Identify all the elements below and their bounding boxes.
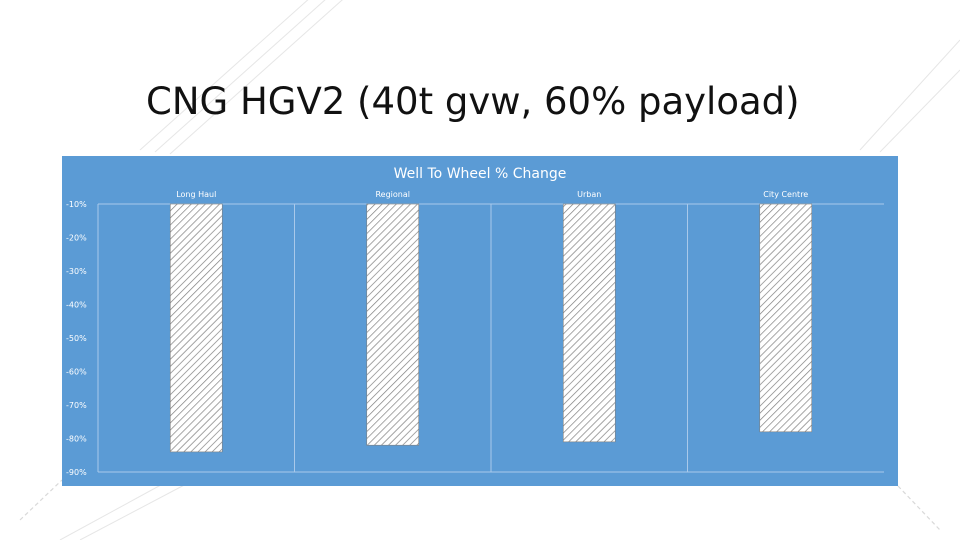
y-tick-label: -40% bbox=[66, 301, 87, 310]
category-label: Long Haul bbox=[176, 190, 216, 199]
y-tick-label: -30% bbox=[66, 267, 87, 276]
y-tick-label: -20% bbox=[66, 234, 87, 243]
bar-chart: Well To Wheel % Change -10% -20% -30% -40% -… bbox=[66, 166, 884, 477]
y-tick-label: -90% bbox=[66, 468, 87, 477]
y-tick-label: -50% bbox=[66, 334, 87, 343]
bar-regional bbox=[366, 203, 420, 446]
chart-panel: Well To Wheel % Change -10% -20% -30% -40% -… bbox=[62, 156, 898, 486]
y-tick-label: -60% bbox=[66, 368, 87, 377]
slide-title: CNG HGV2 (40t gvw, 60% payload) bbox=[146, 80, 800, 123]
y-tick-label: -70% bbox=[66, 401, 87, 410]
bar-long-haul bbox=[169, 203, 223, 453]
bar-urban bbox=[562, 203, 616, 443]
y-tick-label: -10% bbox=[66, 200, 87, 209]
category-label: Regional bbox=[375, 190, 410, 199]
category-label: City Centre bbox=[763, 190, 808, 199]
bar-city-centre bbox=[759, 203, 813, 433]
category-label: Urban bbox=[577, 190, 601, 199]
chart-title: Well To Wheel % Change bbox=[394, 166, 567, 182]
y-tick-label: -80% bbox=[66, 435, 87, 444]
